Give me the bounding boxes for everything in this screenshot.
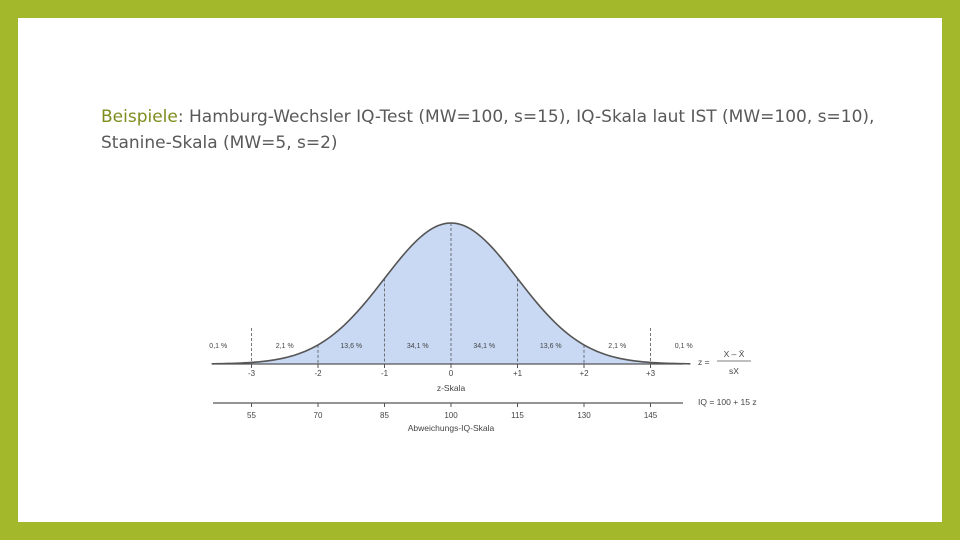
formula-iq: IQ = 100 + 15 z — [698, 397, 757, 407]
z-tick-label: -2 — [314, 369, 322, 378]
iq-tick-label: 130 — [577, 411, 591, 420]
z-tick-label: -1 — [381, 369, 389, 378]
z-tick-label: +1 — [513, 369, 523, 378]
z-tick-label: 0 — [449, 369, 454, 378]
normal-distribution-chart: 0,1 % 2,1 % 13,6 % 34,1 % 34,1 % 13,6 % 2,1 % 0… — [209, 222, 757, 433]
iq-tick-label: 55 — [247, 411, 256, 420]
z-tick-label: -3 — [248, 369, 256, 378]
iq-tick-label: 70 — [314, 411, 323, 420]
formula-z-den: sX — [729, 366, 739, 376]
percent-label: 0,1 % — [209, 343, 227, 350]
formula-z-left: z = — [698, 357, 710, 367]
percent-label: 34,1 % — [407, 343, 429, 350]
examples-label: Beispiele — [101, 107, 178, 127]
percent-label: 2,1 % — [276, 343, 294, 350]
iq-axis-label: Abweichungs-IQ-Skala — [408, 423, 495, 433]
iq-tick-label: 145 — [644, 411, 658, 420]
z-tick-label: +2 — [579, 369, 589, 378]
formula-z-num: X – X̄ — [724, 349, 745, 359]
percent-label: 34,1 % — [473, 343, 495, 350]
iq-tick-label: 100 — [444, 411, 458, 420]
percent-label: 2,1 % — [608, 343, 626, 350]
percent-label: 13,6 % — [340, 343, 362, 350]
z-tick-label: +3 — [646, 369, 656, 378]
z-axis-label: z-Skala — [437, 383, 466, 393]
slide: Beispiele: Hamburg-Wechsler IQ-Test (MW=… — [18, 18, 942, 522]
iq-tick-label: 115 — [511, 411, 524, 420]
iq-tick-label: 85 — [380, 411, 389, 420]
examples-body: : Hamburg-Wechsler IQ-Test (MW=100, s=15… — [101, 107, 875, 153]
percent-label: 0,1 % — [675, 343, 693, 350]
examples-text: Beispiele: Hamburg-Wechsler IQ-Test (MW=… — [101, 104, 881, 156]
percent-label: 13,6 % — [540, 343, 562, 350]
